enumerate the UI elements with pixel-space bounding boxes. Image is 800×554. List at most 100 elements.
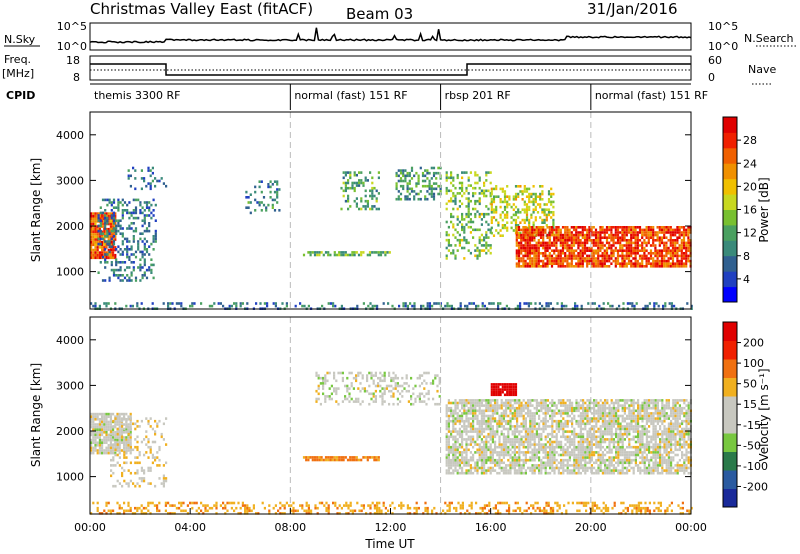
range-gate-cell <box>533 422 536 426</box>
range-gate-cell <box>126 248 129 251</box>
range-gate-cell <box>546 425 549 428</box>
range-gate-cell <box>560 435 563 439</box>
range-gate-cell <box>548 252 551 255</box>
range-gate-cell <box>107 425 110 429</box>
range-gate-cell <box>641 249 644 252</box>
range-gate-cell <box>586 409 589 413</box>
range-gate-cell <box>551 427 554 431</box>
range-gate-cell <box>577 443 580 446</box>
range-gate-cell <box>498 443 501 446</box>
range-gate-cell <box>500 432 503 436</box>
range-gate-cell <box>447 401 450 405</box>
range-gate-cell <box>458 427 461 431</box>
range-gate-cell <box>549 471 552 475</box>
range-gate-cell <box>476 257 479 260</box>
range-gate-cell <box>517 233 521 237</box>
range-gate-cell <box>483 461 486 465</box>
range-gate-cell <box>126 245 129 248</box>
range-gate-cell <box>516 464 519 467</box>
range-gate-cell <box>90 256 93 260</box>
range-gate-cell <box>503 192 507 196</box>
range-gate-cell <box>516 458 519 462</box>
range-gate-cell <box>156 451 159 454</box>
range-gate-cell <box>322 253 325 257</box>
range-gate-cell <box>445 438 448 441</box>
range-gate-cell <box>403 382 406 385</box>
range-gate-cell <box>582 406 585 410</box>
range-gate-cell <box>566 425 569 428</box>
range-gate-cell <box>337 387 340 390</box>
range-gate-cell <box>687 228 690 232</box>
range-gate-cell <box>327 302 330 305</box>
range-gate-cell <box>315 397 318 401</box>
range-gate-cell <box>454 404 457 407</box>
range-gate-cell <box>355 173 358 177</box>
range-gate-cell <box>116 438 119 442</box>
range-gate-cell <box>522 445 525 449</box>
range-gate-cell <box>597 252 600 255</box>
range-gate-cell <box>552 200 555 204</box>
range-gate-cell <box>92 415 95 418</box>
range-gate-cell <box>498 445 501 449</box>
range-gate-cell <box>522 404 525 407</box>
range-gate-cell <box>511 425 514 428</box>
range-gate-cell <box>480 223 483 226</box>
range-gate-cell <box>370 376 373 380</box>
range-gate-cell <box>483 409 486 413</box>
range-gate-cell <box>590 453 593 457</box>
range-gate-cell <box>485 231 488 234</box>
range-gate-cell <box>463 257 466 260</box>
range-gate-cell <box>553 469 556 472</box>
range-gate-cell <box>424 169 427 172</box>
range-gate-cell <box>97 214 100 217</box>
range-gate-cell <box>546 244 549 247</box>
range-gate-cell <box>546 461 549 465</box>
range-gate-cell <box>428 184 431 188</box>
range-gate-cell <box>324 376 327 380</box>
range-gate-cell <box>247 196 250 199</box>
range-gate-cell <box>388 402 391 406</box>
range-gate-cell <box>362 251 365 254</box>
range-gate-cell <box>109 428 112 431</box>
range-gate-cell <box>524 404 527 407</box>
range-gate-cell <box>590 443 593 446</box>
range-gate-cell <box>450 445 453 449</box>
range-gate-cell <box>452 458 455 462</box>
range-gate-cell <box>492 383 496 386</box>
range-gate-cell <box>467 417 470 420</box>
range-gate-cell <box>520 259 523 263</box>
range-gate-cell <box>524 233 527 237</box>
range-gate-cell <box>450 419 453 423</box>
range-gate-cell <box>148 222 151 225</box>
range-gate-cell <box>593 404 596 407</box>
range-gate-cell <box>347 171 350 174</box>
range-gate-cell <box>140 419 143 423</box>
range-gate-cell <box>510 390 513 394</box>
range-gate-cell <box>616 254 620 258</box>
range-gate-cell <box>92 256 95 260</box>
range-gate-cell <box>370 374 373 377</box>
range-gate-cell <box>92 428 95 431</box>
range-gate-cell <box>599 259 602 263</box>
range-gate-cell <box>551 461 554 465</box>
range-gate-cell <box>340 304 343 308</box>
range-gate-cell <box>505 304 508 308</box>
range-gate-cell <box>139 258 142 261</box>
range-gate-cell <box>402 179 405 183</box>
range-gate-cell <box>450 171 453 174</box>
range-gate-cell <box>349 458 352 462</box>
range-gate-cell <box>383 392 386 396</box>
range-gate-cell <box>469 199 472 203</box>
range-gate-cell <box>494 412 497 415</box>
range-gate-cell <box>191 302 194 305</box>
range-gate-cell <box>510 221 513 224</box>
range-gate-cell <box>467 430 470 433</box>
range-gate-cell <box>469 409 472 413</box>
range-gate-cell <box>564 228 567 232</box>
range-gate-cell <box>129 431 132 434</box>
range-gate-cell <box>96 412 99 416</box>
range-gate-cell <box>522 466 525 470</box>
range-gate-cell <box>409 302 412 305</box>
range-gate-cell <box>160 432 163 436</box>
range-gate-cell <box>513 458 516 462</box>
